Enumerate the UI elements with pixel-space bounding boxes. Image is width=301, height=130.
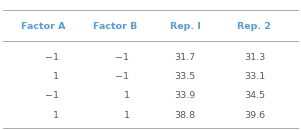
Text: Rep. I: Rep. I bbox=[170, 22, 200, 31]
Text: 33.1: 33.1 bbox=[244, 72, 265, 82]
Text: −1: −1 bbox=[115, 53, 129, 62]
Text: 39.6: 39.6 bbox=[244, 110, 265, 120]
Text: 34.5: 34.5 bbox=[244, 91, 265, 100]
Text: Factor B: Factor B bbox=[93, 22, 138, 31]
Text: 38.8: 38.8 bbox=[175, 110, 196, 120]
Text: 33.9: 33.9 bbox=[175, 91, 196, 100]
Text: 1: 1 bbox=[123, 91, 129, 100]
Text: 1: 1 bbox=[53, 72, 59, 82]
Text: 31.7: 31.7 bbox=[175, 53, 196, 62]
Text: Rep. 2: Rep. 2 bbox=[237, 22, 271, 31]
Text: 1: 1 bbox=[123, 110, 129, 120]
Text: −1: −1 bbox=[45, 91, 59, 100]
Text: 31.3: 31.3 bbox=[244, 53, 265, 62]
Text: Factor A: Factor A bbox=[21, 22, 66, 31]
Text: −1: −1 bbox=[45, 53, 59, 62]
Text: 33.5: 33.5 bbox=[175, 72, 196, 82]
Text: 1: 1 bbox=[53, 110, 59, 120]
Text: −1: −1 bbox=[115, 72, 129, 82]
